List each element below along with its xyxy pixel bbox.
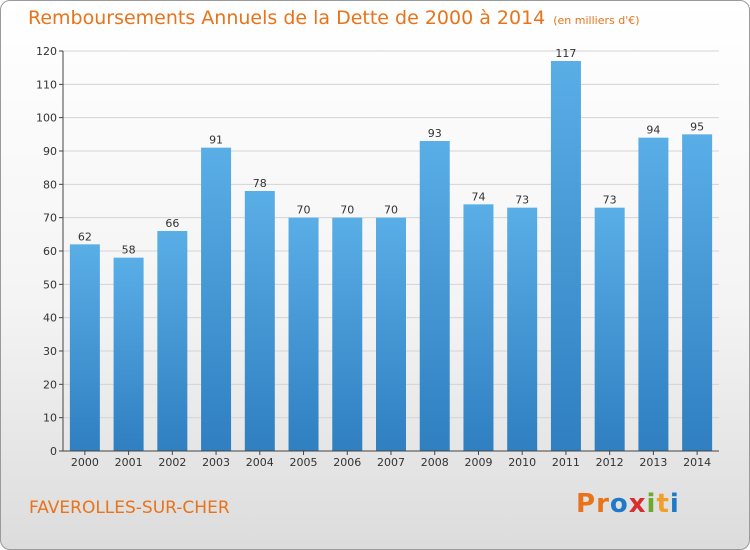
x-tick-label-2004: 2004 xyxy=(246,456,274,469)
bar-2000 xyxy=(69,244,100,451)
value-label-2003: 91 xyxy=(209,134,223,147)
x-tick-label-2009: 2009 xyxy=(464,456,492,469)
bar-2003 xyxy=(201,147,232,451)
x-tick-label-2013: 2013 xyxy=(639,456,667,469)
x-tick-label-2012: 2012 xyxy=(596,456,624,469)
axes: 0 10 20 30 40 50 60 70 80 90 100 110 120 2000 2001 2002… xyxy=(36,45,719,469)
value-labels: 62 58 66 91 78 70 70 70 93 74 73 117 73 94 95 xyxy=(78,47,704,257)
value-label-2006: 70 xyxy=(340,204,354,217)
bar-2006 xyxy=(332,217,363,451)
y-tick-label: 10 xyxy=(43,412,57,425)
value-label-2002: 66 xyxy=(165,217,179,230)
chart-title: Remboursements Annuels de la Dette de 20… xyxy=(28,7,640,29)
bar-2011 xyxy=(550,61,581,451)
y-tick-label: 60 xyxy=(43,245,57,258)
x-tick-label-2007: 2007 xyxy=(377,456,405,469)
value-label-2011: 117 xyxy=(555,47,576,60)
logo-letter: o xyxy=(609,489,629,519)
x-tick-label-2010: 2010 xyxy=(508,456,536,469)
logo-letter: P xyxy=(576,489,597,519)
y-tick-label: 20 xyxy=(43,378,57,391)
bar-2005 xyxy=(288,217,319,451)
value-label-2004: 78 xyxy=(253,177,267,190)
x-tick-label-2014: 2014 xyxy=(683,456,711,469)
bar-2002 xyxy=(157,231,188,451)
value-label-2012: 73 xyxy=(603,194,617,207)
logo-letter: i xyxy=(669,489,680,519)
value-label-2010: 73 xyxy=(515,194,529,207)
bar-2012 xyxy=(594,207,625,451)
y-tick-label: 0 xyxy=(50,445,57,458)
bars xyxy=(69,61,713,452)
logo-letter: r xyxy=(596,489,610,519)
logo-letter: i xyxy=(646,489,657,519)
y-tick-label: 40 xyxy=(43,312,57,325)
city-name: FAVEROLLES-SUR-CHER xyxy=(29,498,230,518)
value-label-2000: 62 xyxy=(78,230,92,243)
bar-2007 xyxy=(376,217,406,451)
x-tick-label-2003: 2003 xyxy=(202,456,230,469)
bar-2008 xyxy=(419,141,450,451)
bar-2001 xyxy=(113,257,144,451)
value-label-2005: 70 xyxy=(297,204,311,217)
logo-letter: t xyxy=(656,489,670,519)
y-tick-label: 100 xyxy=(36,112,57,125)
y-tick-label: 70 xyxy=(43,212,57,225)
x-tick-label-2005: 2005 xyxy=(290,456,318,469)
logo-letter: x xyxy=(628,489,647,519)
value-label-2009: 74 xyxy=(471,190,485,203)
x-tick-label-2002: 2002 xyxy=(158,456,186,469)
y-tick-label: 80 xyxy=(43,178,57,191)
proxiti-logo: Proxiti xyxy=(576,489,680,519)
y-tick-label: 120 xyxy=(36,45,57,58)
y-tick-label: 110 xyxy=(36,78,57,91)
value-label-2007: 70 xyxy=(384,204,398,217)
bar-2014 xyxy=(682,134,713,452)
y-tick-label: 50 xyxy=(43,278,57,291)
x-tick-label-2000: 2000 xyxy=(71,456,99,469)
x-tick-label-2001: 2001 xyxy=(115,456,143,469)
value-label-2013: 94 xyxy=(646,124,660,137)
bar-2010 xyxy=(507,207,538,451)
chart-unit: (en milliers d'€) xyxy=(553,14,640,27)
value-label-2008: 93 xyxy=(428,127,442,140)
x-tick-label-2006: 2006 xyxy=(333,456,361,469)
value-label-2001: 58 xyxy=(122,244,136,257)
value-label-2014: 95 xyxy=(690,120,704,133)
x-tick-label-2008: 2008 xyxy=(421,456,449,469)
bar-2004 xyxy=(244,191,275,451)
y-tick-label: 30 xyxy=(43,345,57,358)
chart-title-text: Remboursements Annuels de la Dette de 20… xyxy=(28,7,546,29)
bar-2013 xyxy=(638,137,669,451)
bar-2009 xyxy=(463,204,494,451)
y-tick-label: 90 xyxy=(43,145,57,158)
x-tick-label-2011: 2011 xyxy=(552,456,580,469)
